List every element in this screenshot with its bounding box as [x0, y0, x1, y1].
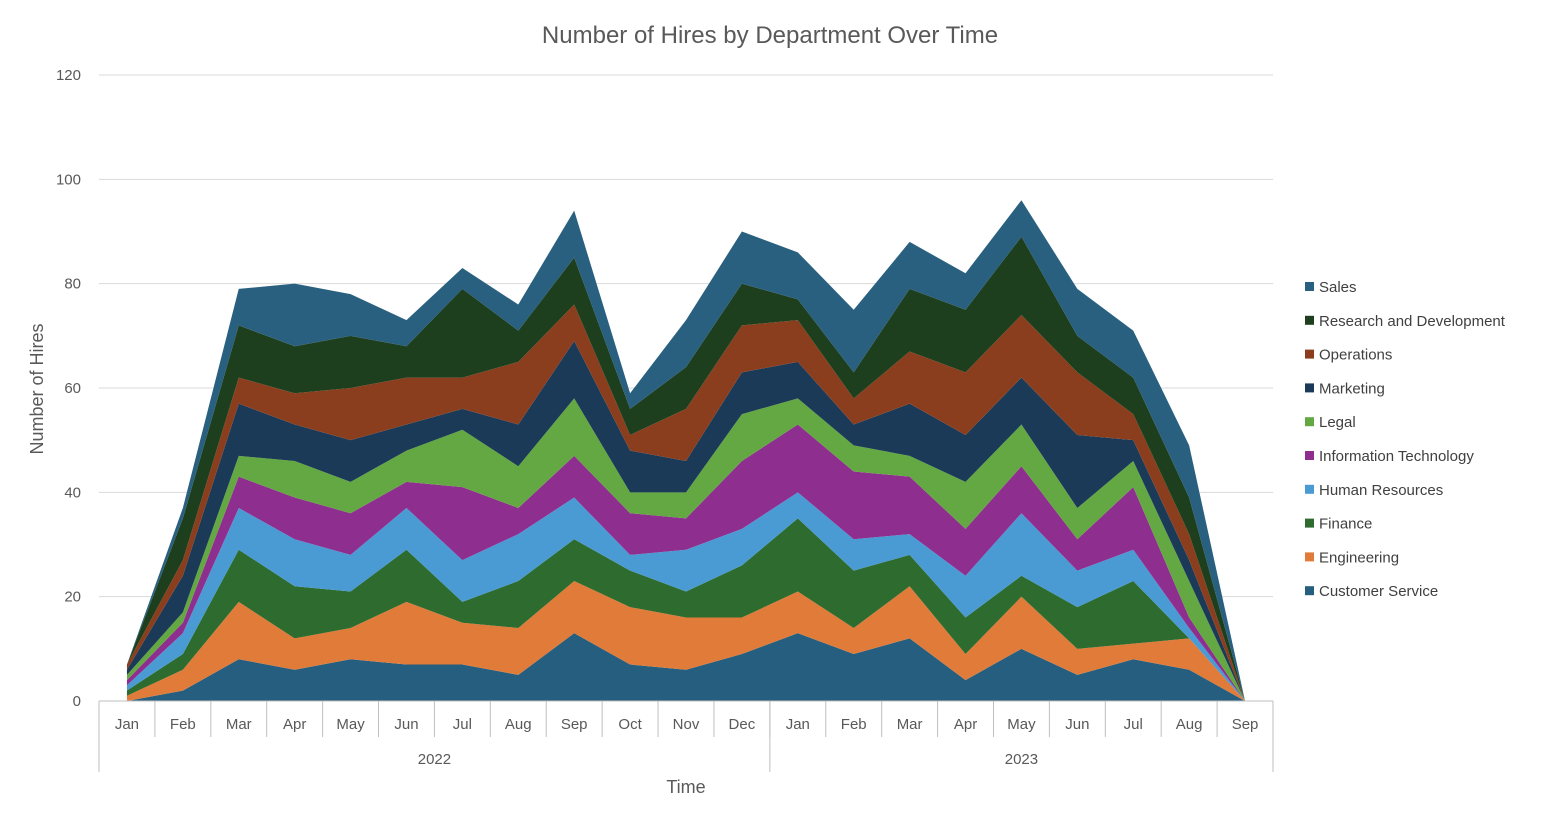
- x-tick-label: Feb: [841, 716, 867, 733]
- x-tick-label: Apr: [954, 716, 977, 733]
- area-series-legal: [126, 398, 1246, 701]
- area-series-information-technology: [126, 424, 1246, 701]
- x-tick-label: Aug: [505, 716, 532, 733]
- y-tick-label: 0: [73, 693, 81, 710]
- x-tick-label: Jul: [1124, 716, 1143, 733]
- legend-entry: Human Resources: [1319, 482, 1443, 499]
- legend-entry: Customer Service: [1319, 583, 1438, 600]
- x-tick-label: Feb: [170, 716, 196, 733]
- area-series-layer: [126, 200, 1246, 701]
- legend-swatch: [1305, 383, 1314, 393]
- area-series-finance: [126, 518, 1246, 701]
- x-tick-label: Jan: [115, 716, 139, 733]
- x-tick-label: Oct: [618, 716, 642, 733]
- y-tick-label: 120: [56, 67, 81, 84]
- x-tick-label: Jul: [453, 716, 472, 733]
- area-series-sales: [126, 200, 1246, 701]
- x-tick-label: May: [1007, 716, 1036, 733]
- x-tick-label: Jun: [1065, 716, 1089, 733]
- legend-swatch: [1305, 552, 1314, 562]
- legend-entry: Research and Development: [1319, 313, 1506, 330]
- x-tick-label: Sep: [561, 716, 588, 733]
- legend-swatch: [1305, 484, 1314, 494]
- area-series-engineering: [126, 581, 1246, 701]
- x-tick-label: Dec: [729, 716, 756, 733]
- legend-entry: Operations: [1319, 347, 1392, 364]
- x-tick-label: Apr: [283, 716, 306, 733]
- legend-swatch: [1305, 518, 1314, 528]
- legend-swatch: [1305, 451, 1314, 460]
- x-axis-title: Time: [666, 777, 705, 797]
- y-tick-label: 100: [56, 171, 81, 188]
- legend-entry: Information Technology: [1319, 448, 1474, 465]
- x-tick-label: Sep: [1232, 716, 1259, 733]
- chart-title: Number of Hires by Department Over Time: [542, 22, 998, 49]
- legend-swatch: [1305, 417, 1314, 427]
- legend-swatch: [1305, 586, 1314, 596]
- legend-entry: Legal: [1319, 414, 1356, 431]
- y-tick-label: 40: [64, 484, 81, 501]
- legend-swatch: [1305, 315, 1314, 325]
- x-tick-label: Jan: [786, 716, 810, 733]
- y-tick-label: 60: [64, 380, 81, 397]
- x-tick-label: May: [336, 716, 365, 733]
- y-tick-label: 80: [64, 276, 81, 293]
- x-tick-label: Aug: [1176, 716, 1203, 733]
- y-axis-title: Number of Hires: [27, 323, 47, 454]
- axes: 0 20 40 60 80 100 120 Jan Feb Mar Apr May Jun Jul Aug S…: [56, 67, 1274, 772]
- x-tick-label: Nov: [673, 716, 700, 733]
- legend-entry: Engineering: [1319, 549, 1399, 566]
- y-tick-label: 20: [64, 589, 81, 606]
- area-series-research-and-development: [126, 236, 1246, 701]
- year-group-label: 2023: [1005, 751, 1038, 768]
- x-tick-label: Mar: [226, 716, 252, 733]
- area-series-marketing: [126, 341, 1246, 701]
- x-tick-label: Jun: [394, 716, 418, 733]
- legend-swatch: [1305, 349, 1314, 359]
- area-series-human-resources: [126, 492, 1246, 701]
- area-series-customer-service: [126, 633, 1246, 701]
- x-tick-label: Mar: [897, 716, 923, 733]
- year-group-label: 2022: [418, 751, 451, 768]
- legend-entry: Sales: [1319, 279, 1357, 296]
- legend-entry: Finance: [1319, 516, 1372, 533]
- area-series-operations: [126, 304, 1246, 701]
- legend: Sales Research and Development Operations M…: [1305, 279, 1506, 600]
- legend-entry: Marketing: [1319, 380, 1385, 397]
- legend-swatch: [1305, 282, 1314, 291]
